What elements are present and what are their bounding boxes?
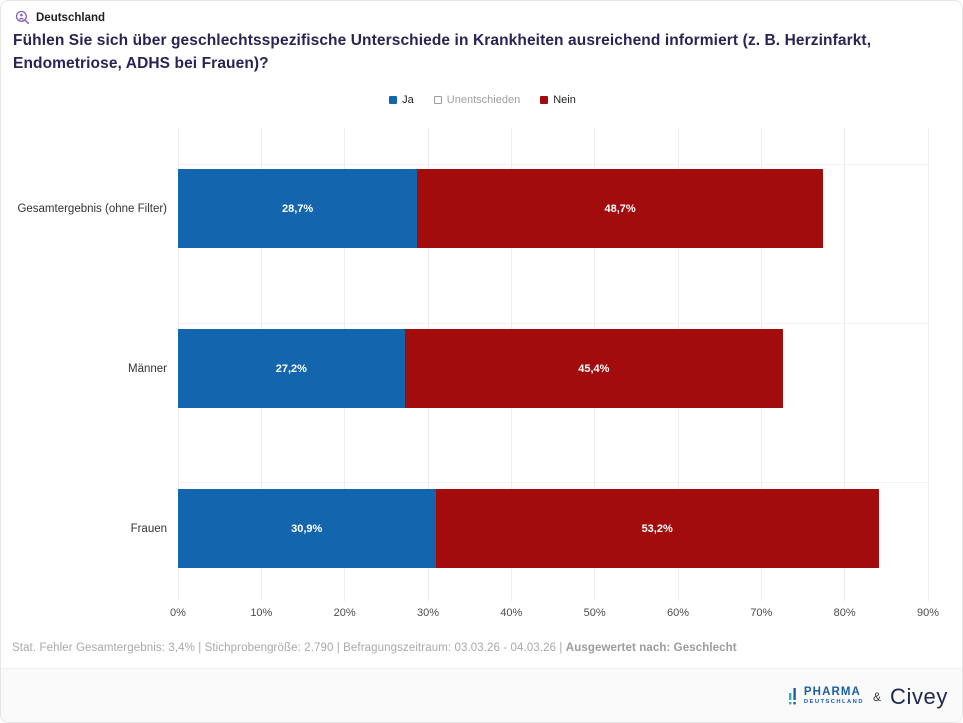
audience-search-icon: [15, 10, 30, 25]
pharma-deutschland-logo: PHARMA DEUTSCHLAND: [788, 686, 864, 707]
bar-segment-nein: 45,4%: [404, 329, 783, 408]
audience-label: Deutschland: [36, 11, 106, 24]
bar-value-label: 27,2%: [275, 362, 307, 375]
footer-stats: Stat. Fehler Gesamtergebnis: 3,4% | Stic…: [12, 642, 737, 654]
bar-row-1: 27,2% 45,4%: [178, 329, 783, 408]
gridline-0%: [177, 128, 179, 601]
legend-label: Unentschieden: [446, 94, 521, 106]
category-label: Frauen: [130, 522, 167, 535]
bar-value-label: 48,7%: [604, 202, 636, 215]
category-label: Männer: [128, 362, 167, 375]
gridline-70%: [760, 128, 762, 601]
bar-segment-ja: 28,7%: [178, 169, 418, 248]
x-tick-0%: 0%: [170, 607, 186, 619]
gridline-60%: [677, 128, 679, 601]
legend-swatch-ja: [389, 96, 398, 104]
bar-segment-ja: 30,9%: [178, 489, 436, 568]
legend-swatch-nein: [540, 96, 549, 104]
audience-row: Deutschland: [15, 10, 105, 25]
legend-item-unentschieden: Unentschieden: [433, 94, 521, 106]
gridline-30%: [427, 128, 429, 601]
footer-stats-plain: Stat. Fehler Gesamtergebnis: 3,4% | Stic…: [12, 642, 566, 654]
legend: Ja Unentschieden Nein: [1, 94, 962, 106]
x-tick-90%: 90%: [916, 607, 940, 619]
x-tick-10%: 10%: [250, 607, 273, 619]
gridline-50%: [594, 128, 596, 601]
page-title: Fühlen Sie sich über geschlechtsspezifis…: [13, 32, 872, 72]
bar-value-label: 53,2%: [641, 522, 673, 535]
band-line-0: [178, 164, 928, 165]
legend-swatch-unentschieden: [433, 96, 442, 104]
bar-value-label: 30,9%: [291, 522, 323, 535]
bar-value-label: 28,7%: [281, 202, 314, 215]
ampersand: &: [872, 689, 881, 704]
x-tick-50%: 50%: [583, 607, 606, 619]
bar-row-2: 30,9% 53,2%: [178, 489, 879, 568]
legend-label: Nein: [553, 94, 576, 106]
band-line-1: [178, 323, 928, 324]
bar-segment-nein: 53,2%: [435, 489, 879, 568]
legend-label: Ja: [402, 94, 414, 106]
bar-value-label: 45,4%: [578, 362, 610, 375]
bar-segment-ja: 27,2%: [178, 329, 405, 408]
gridline-80%: [844, 128, 846, 601]
bar-segment-nein: 48,7%: [417, 169, 823, 248]
legend-item-ja: Ja: [389, 94, 414, 106]
pharma-logo-line2: DEUTSCHLAND: [803, 699, 864, 706]
pharma-logo-line1: PHARMA: [803, 686, 861, 699]
x-tick-70%: 70%: [750, 607, 773, 619]
band-line-2: [178, 482, 928, 483]
civey-logo: Civey: [889, 683, 948, 709]
x-tick-20%: 20%: [333, 607, 356, 619]
footer-stats-bold: Ausgewertet nach: Geschlecht: [565, 642, 737, 654]
gridline-20%: [344, 128, 346, 601]
pharma-logo-icon: [788, 688, 796, 705]
x-tick-80%: 80%: [833, 607, 856, 619]
branding-bar: PHARMA DEUTSCHLAND & Civey: [1, 668, 962, 722]
gridline-90%: [927, 128, 929, 601]
gridline-10%: [260, 128, 262, 601]
x-tick-30%: 30%: [416, 607, 440, 619]
x-tick-40%: 40%: [500, 607, 523, 619]
category-label: Gesamtergebnis (ohne Filter): [17, 202, 167, 215]
x-tick-60%: 60%: [666, 607, 690, 619]
gridline-40%: [510, 128, 512, 601]
bar-row-0: 28,7% 48,7%: [178, 169, 823, 248]
legend-item-nein: Nein: [540, 94, 576, 106]
